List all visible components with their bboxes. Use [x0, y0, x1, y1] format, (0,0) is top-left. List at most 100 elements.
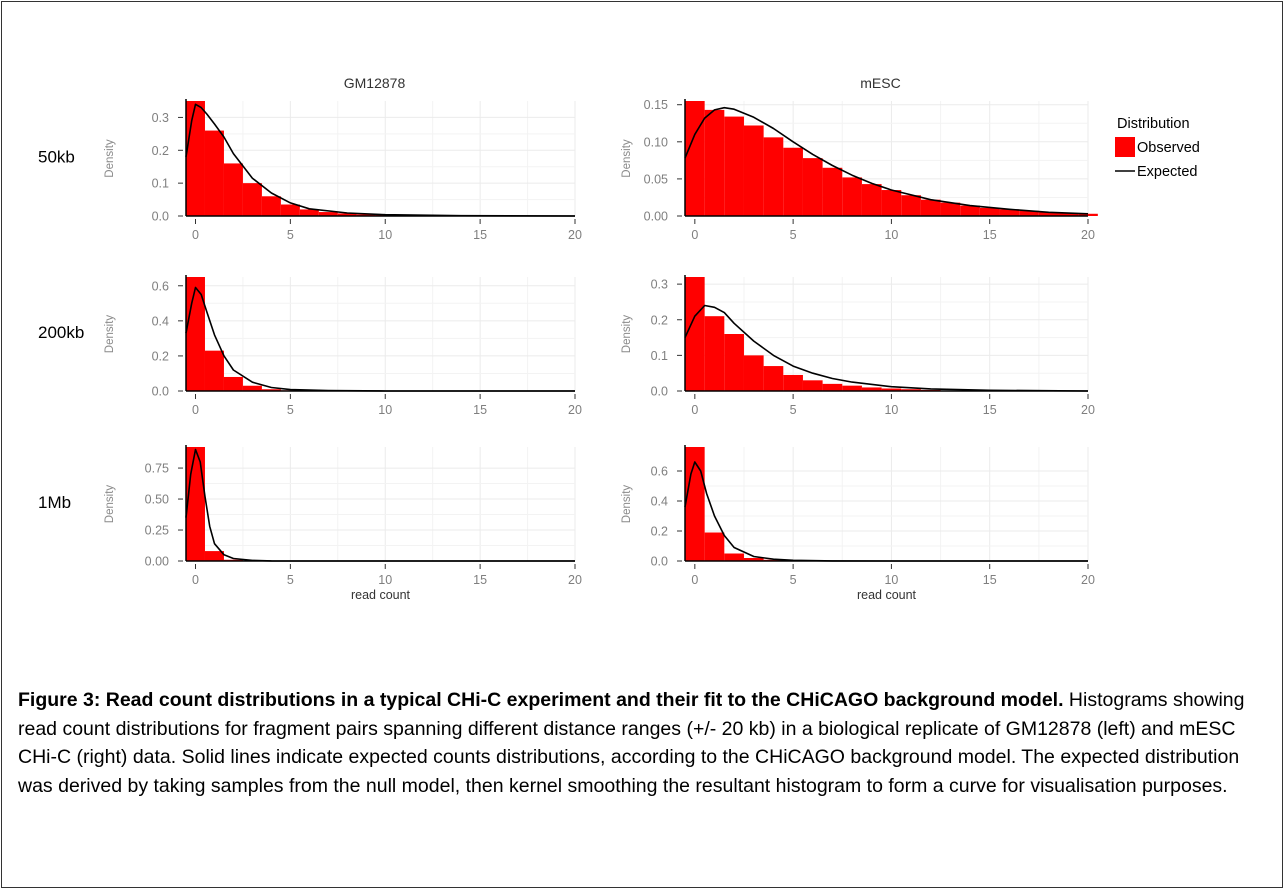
row-label-1mb: 1Mb — [38, 493, 71, 512]
panel-mesc-50kb-xtick-label: 20 — [1081, 228, 1095, 242]
panel-mesc-200kb-xtick-label: 10 — [884, 403, 898, 417]
panel-mesc-50kb-bar-6 — [802, 158, 823, 216]
panel-gm12878-1mb-xtick-label: 10 — [378, 573, 392, 587]
panel-gm12878-50kb-bar-6 — [299, 209, 319, 216]
panel-gm12878-200kb-xtick-label: 0 — [192, 403, 199, 417]
panel-gm12878-200kb-xtick-label: 15 — [473, 403, 487, 417]
panel-mesc-50kb-bar-20 — [1078, 213, 1098, 216]
panel-gm12878-1mb-ytick-label: 0.75 — [145, 462, 169, 476]
panel-gm12878-1mb-xtick-label: 5 — [287, 573, 294, 587]
panel-mesc-50kb-bar-11 — [901, 195, 921, 216]
panel-mesc-1mb-ylabel: Density — [621, 485, 633, 524]
panel-gm12878-200kb-ytick-label: 0.2 — [152, 349, 169, 363]
panel-gm12878-200kb-ytick-label: 0.4 — [152, 314, 169, 328]
panel-mesc-200kb-bar-2 — [724, 334, 744, 391]
panel-gm12878-50kb-bar-8 — [337, 213, 357, 216]
panel-gm12878-50kb-xtick-label: 5 — [287, 228, 294, 242]
panel-gm12878-200kb-ytick-label: 0.6 — [152, 279, 169, 293]
panel-mesc-200kb-ytick-label: 0.2 — [651, 313, 668, 327]
panel-mesc-1mb-xtick-label: 10 — [884, 573, 898, 587]
legend-swatch-observed — [1115, 137, 1135, 157]
panel-mesc-50kb-bar-8 — [842, 177, 862, 216]
panel-mesc-200kb-bar-1 — [704, 316, 725, 391]
panel-mesc-200kb-expected-line — [684, 304, 1089, 392]
panel-gm12878-50kb-xtick-label: 0 — [192, 228, 199, 242]
panel-gm12878-200kb-bar-0 — [186, 277, 205, 391]
panel-gm12878-50kb-bar-2 — [223, 163, 243, 216]
caption-title: Figure 3: Read count distributions in a … — [18, 689, 1064, 711]
panel-gm12878-50kb-xtick-label: 20 — [568, 228, 582, 242]
panel-mesc-200kb-xtick-label: 20 — [1081, 403, 1095, 417]
panel-mesc-1mb-xlabel: read count — [857, 588, 917, 602]
panel-mesc-50kb-bar-2 — [724, 116, 744, 216]
panel-gm12878-1mb-ytick-label: 0.25 — [145, 524, 169, 538]
panel-mesc-50kb-bar-7 — [822, 167, 843, 216]
panel-gm12878-1mb-ylabel: Density — [104, 485, 116, 524]
panel-gm12878-50kb-xtick-label: 15 — [473, 228, 487, 242]
panel-gm12878-50kb-bar-1 — [204, 130, 224, 216]
panel-mesc-50kb-bar-12 — [920, 199, 941, 216]
column-label-mesc: mESC — [860, 75, 900, 91]
figure-caption: Figure 3: Read count distributions in a … — [18, 686, 1268, 800]
panel-gm12878-50kb-ytick-label: 0.1 — [152, 177, 169, 191]
panel-mesc-200kb-bar-10 — [881, 388, 902, 391]
panel-mesc-50kb-ytick-label: 0.05 — [644, 172, 668, 186]
panel-mesc-200kb-bar-6 — [802, 380, 823, 391]
panel-mesc-200kb-bar-4 — [763, 366, 784, 391]
panel-gm12878-1mb-xtick-label: 20 — [568, 573, 582, 587]
panel-mesc-200kb-ytick-label: 0.1 — [651, 349, 668, 363]
panel-mesc-50kb-bar-19 — [1058, 213, 1079, 216]
panel-mesc-50kb-bar-18 — [1038, 212, 1059, 216]
row-label-50kb: 50kb — [38, 148, 75, 167]
panel-gm12878-200kb-xtick-label: 20 — [568, 403, 582, 417]
row-label-200kb: 200kb — [38, 323, 84, 342]
panel-mesc-1mb-bar-1 — [704, 532, 725, 561]
panel-mesc-200kb-xtick-label: 0 — [691, 403, 698, 417]
panel-mesc-200kb-ytick-label: 0.3 — [651, 278, 668, 292]
panel-mesc-1mb-bar-2 — [724, 553, 744, 561]
panel-mesc-50kb-ylabel: Density — [621, 139, 633, 178]
panel-mesc-50kb-bar-0 — [685, 101, 705, 216]
panel-gm12878-1mb-ytick-label: 0.00 — [145, 555, 169, 569]
panel-mesc-200kb-bar-3 — [743, 355, 764, 391]
panel-mesc-50kb-bar-13 — [940, 202, 961, 216]
panel-mesc-50kb-bar-4 — [763, 137, 784, 216]
panel-mesc-50kb-xtick-label: 10 — [884, 228, 898, 242]
column-label-gm12878: GM12878 — [344, 75, 406, 91]
panel-mesc-50kb-bar-16 — [999, 209, 1020, 216]
panel-mesc-200kb-xtick-label: 15 — [983, 403, 997, 417]
panel-mesc-1mb-ytick-label: 0.4 — [651, 495, 668, 509]
faceted-histogram-chart: 0.0 0.1 0.2 0.3 0 5 10 15 20 Density GM12878 50kb 0.… — [38, 75, 1200, 602]
panel-gm12878-1mb-ytick-label: 0.50 — [145, 493, 169, 507]
panel-gm12878-50kb-bar-9 — [356, 214, 376, 216]
panel-mesc-50kb-xtick-label: 5 — [790, 228, 797, 242]
panel-gm12878-1mb-xtick-label: 15 — [473, 573, 487, 587]
panel-mesc-50kb-bar-17 — [1019, 210, 1039, 216]
panel-mesc-50kb-bar-10 — [881, 190, 902, 216]
panel-mesc-50kb-bar-1 — [704, 109, 725, 216]
panel-mesc-50kb-bar-9 — [861, 184, 882, 216]
panel-mesc-1mb-xtick-label: 20 — [1081, 573, 1095, 587]
panel-mesc-50kb-ytick-label: 0.00 — [644, 210, 668, 224]
panel-mesc-1mb-ytick-label: 0.0 — [651, 555, 668, 569]
panel-gm12878-200kb-xtick-label: 10 — [378, 403, 392, 417]
panel-mesc-200kb-bar-7 — [822, 383, 843, 391]
panel-mesc-200kb-ylabel: Density — [621, 315, 633, 354]
panel-mesc-50kb-bar-15 — [979, 207, 1000, 216]
panel-gm12878-1mb-expected-line — [185, 448, 575, 562]
panel-gm12878-50kb-expected-line — [185, 103, 576, 217]
panel-mesc-200kb-bar-5 — [783, 374, 803, 391]
panel-mesc-200kb-ytick-label: 0.0 — [651, 385, 668, 399]
panel-mesc-50kb-ytick-label: 0.15 — [644, 98, 668, 112]
panel-mesc-1mb-xtick-label: 5 — [790, 573, 797, 587]
panel-mesc-1mb-xtick-label: 15 — [983, 573, 997, 587]
panel-mesc-1mb-bar-3 — [743, 558, 764, 561]
panel-gm12878-200kb-bar-1 — [204, 350, 224, 391]
legend-label-observed: Observed — [1137, 140, 1200, 156]
panel-mesc-50kb-xtick-label: 15 — [983, 228, 997, 242]
panel-mesc-200kb-bar-8 — [842, 385, 862, 391]
panel-mesc-1mb-ytick-label: 0.6 — [651, 465, 668, 479]
panel-gm12878-50kb-bar-5 — [280, 204, 300, 216]
panel-gm12878-200kb-bar-4 — [261, 389, 281, 391]
